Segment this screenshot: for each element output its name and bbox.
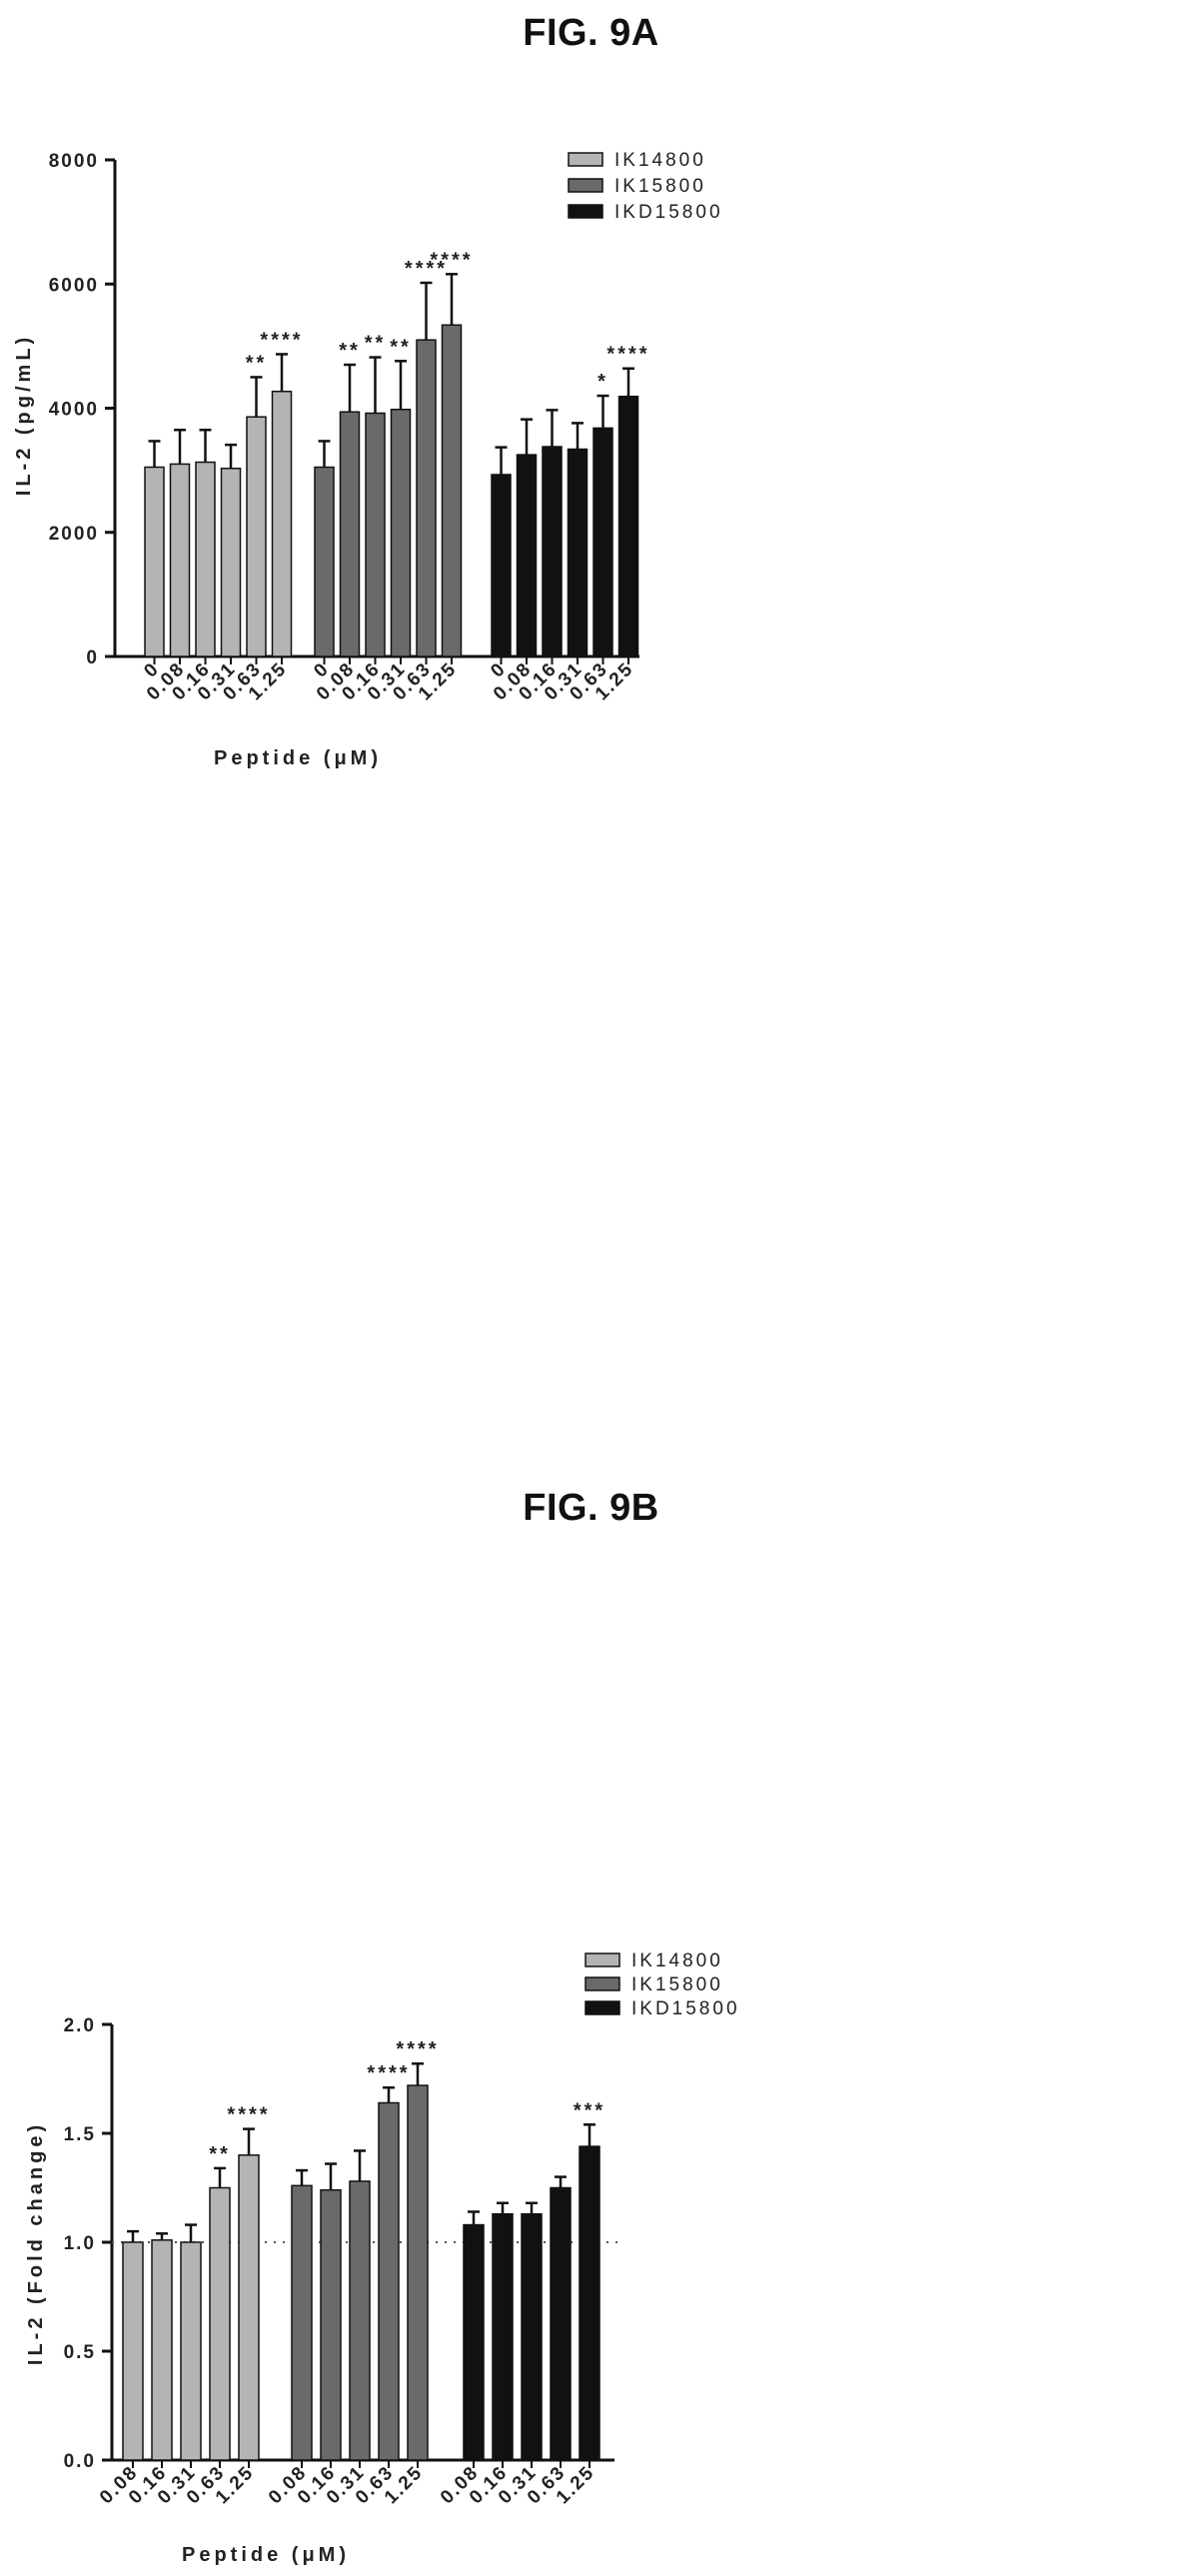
legend-label: IKD15800	[614, 202, 723, 223]
significance-label: ****	[227, 2104, 270, 2126]
bar	[209, 2186, 231, 2461]
y-tick-label: 0.5	[64, 2342, 96, 2363]
bar	[378, 2101, 400, 2461]
significance-label: **	[365, 333, 387, 355]
bar	[238, 2154, 260, 2461]
figure-a-title: FIG. 9A	[523, 12, 659, 54]
y-tick-label: 0	[86, 647, 99, 668]
bar	[550, 2186, 572, 2461]
figure-b-title: FIG. 9B	[523, 1487, 659, 1529]
bar	[521, 2212, 543, 2461]
legend-label: IK15800	[631, 1974, 723, 1995]
significance-label: ****	[260, 329, 303, 351]
bar	[349, 2180, 371, 2461]
y-axis-title: IL-2 (pg/mL)	[13, 334, 35, 496]
bar	[492, 2212, 514, 2461]
y-tick-label: 1.0	[64, 2233, 96, 2254]
chart-a: 0200040006000800000.080.160.31**0.63****…	[13, 150, 723, 769]
bar	[463, 2223, 485, 2461]
bar	[291, 2184, 313, 2461]
bar	[180, 2241, 202, 2461]
x-axis-title: Peptide (μM)	[214, 747, 382, 769]
significance-label: ****	[405, 258, 448, 280]
legend-label: IK14800	[614, 150, 706, 171]
significance-label: **	[390, 336, 412, 358]
legend-label: IK14800	[631, 1950, 723, 1971]
bar	[407, 2084, 429, 2461]
significance-label: **	[209, 2143, 231, 2165]
significance-label: ****	[606, 344, 649, 366]
significance-label: *	[597, 371, 608, 393]
significance-label: ****	[396, 2038, 439, 2060]
y-tick-label: 4000	[49, 400, 99, 421]
y-tick-label: 2.0	[64, 2015, 96, 2036]
significance-label: ****	[430, 249, 473, 271]
y-tick-label: 6000	[49, 275, 99, 296]
legend-swatch	[568, 152, 603, 167]
y-tick-label: 2000	[49, 524, 99, 545]
significance-label: ***	[574, 2099, 605, 2121]
bar	[320, 2188, 342, 2461]
y-tick-label: 8000	[49, 151, 99, 172]
y-axis-title: IL-2 (Fold change)	[25, 2121, 47, 2365]
legend-label: IKD15800	[631, 1998, 740, 2019]
significance-label: **	[339, 340, 361, 362]
legend-swatch	[585, 1976, 620, 1991]
y-tick-label: 1.5	[64, 2124, 96, 2145]
x-axis-title: Peptide (μM)	[182, 2544, 350, 2566]
legend-label: IK15800	[614, 176, 706, 197]
y-tick-label: 0.0	[64, 2451, 96, 2472]
legend-swatch	[585, 1952, 620, 1967]
bar	[151, 2239, 173, 2461]
legend-swatch	[568, 204, 603, 219]
legend-swatch	[568, 178, 603, 193]
legend-swatch	[585, 2000, 620, 2015]
significance-label: ****	[367, 2062, 410, 2084]
significance-label: **	[246, 352, 268, 374]
bar	[579, 2145, 600, 2461]
bar	[122, 2241, 144, 2461]
